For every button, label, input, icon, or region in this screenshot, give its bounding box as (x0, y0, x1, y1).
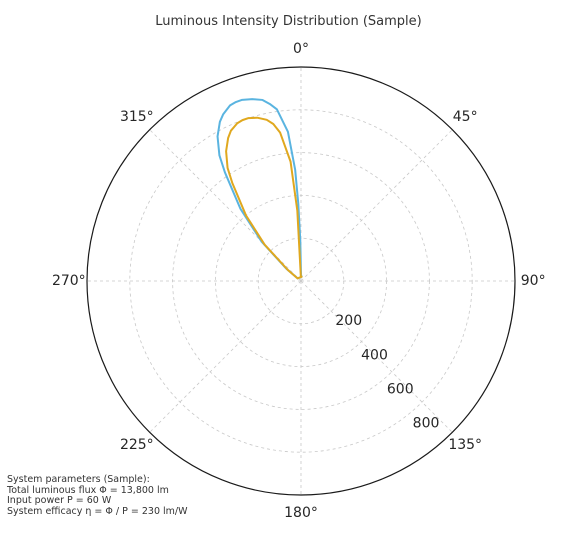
angle-label-180: 180° (284, 505, 318, 521)
angle-label-90: 90° (521, 273, 546, 289)
angle-label-270: 270° (52, 273, 86, 289)
radial-label-800: 800 (413, 416, 440, 432)
angle-label-0: 0° (293, 41, 309, 57)
params-flux: Total luminous flux Φ = 13,800 lm (7, 484, 169, 496)
radial-label-200: 200 (335, 313, 362, 329)
labels-layer: 0° 45° 90° 135° 180° 225° 270° 315° 200 400 600 800 (52, 41, 546, 521)
series-line-2 (225, 116, 303, 280)
params-heading: System parameters (Sample): (7, 474, 150, 485)
polar-frame (86, 66, 516, 496)
radial-label-400: 400 (361, 347, 388, 363)
system-parameters-box: System parameters (Sample): Total lumino… (7, 474, 188, 517)
series-line-1 (216, 98, 303, 280)
angle-label-45: 45° (453, 109, 478, 125)
params-efficacy: System efficacy η = Φ / P = 230 lm/W (7, 505, 188, 517)
grid-layer (86, 66, 516, 496)
chart-title: Luminous Intensity Distribution (Sample) (155, 14, 422, 29)
angular-gridline-45 (300, 129, 453, 282)
angle-label-135: 135° (448, 437, 482, 453)
params-power: Input power P = 60 W (7, 495, 112, 507)
angle-label-225: 225° (120, 437, 154, 453)
radial-gridline-800 (129, 109, 473, 453)
series-layer (216, 98, 303, 280)
angle-label-315: 315° (120, 109, 154, 125)
angular-gridline-225 (149, 280, 302, 433)
radial-label-600: 600 (387, 382, 414, 398)
